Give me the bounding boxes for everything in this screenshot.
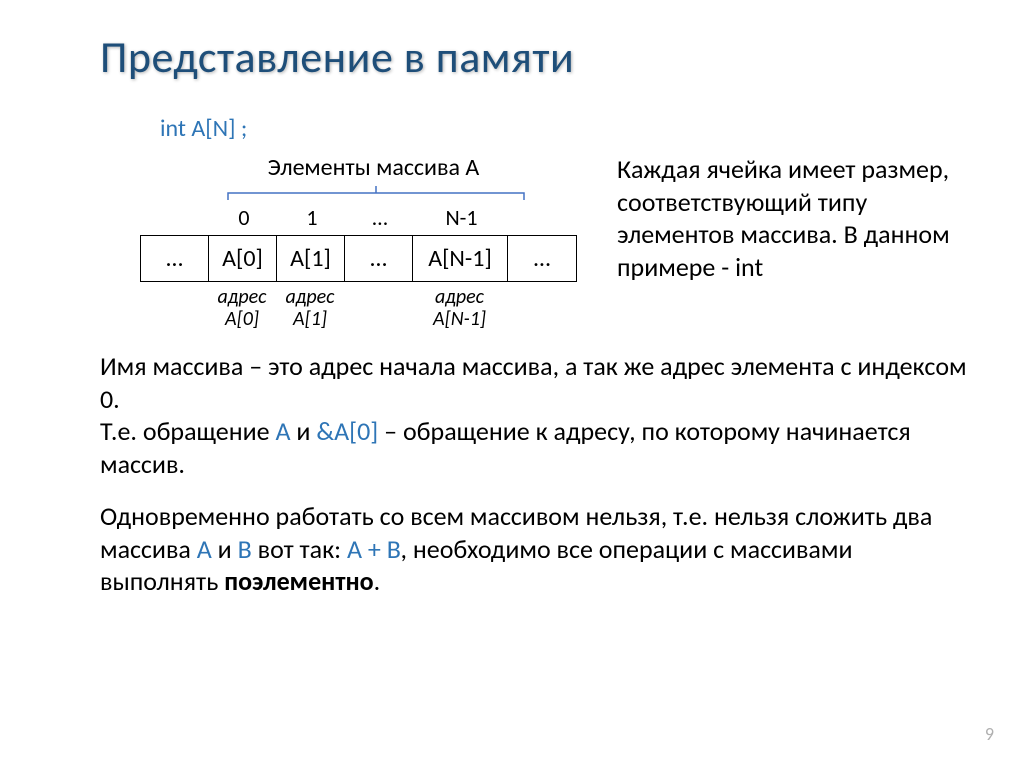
p1-prefix: Т.е. обращение [100,415,276,447]
cell-an1: A[N-1] [413,236,508,281]
paragraph-2: Одновременно работать со всем массивом н… [100,500,974,598]
cell-row: … A[0] A[1] … A[N-1] … [140,235,577,282]
p1-mid: и [291,415,317,447]
cell-pre: … [141,236,209,281]
idx-1: 1 [278,204,346,231]
p1-ref: &A[0] [316,415,378,447]
p1-line1: Имя массива – это адрес начала массива, … [100,350,967,415]
p2-bold: поэлементно [224,565,373,597]
addr-val-n1: A[N-1] [433,307,486,331]
diagram-heading: Элементы массива А [170,153,577,182]
p1-A: A [276,415,291,447]
addr-val-0: A[0] [225,307,259,331]
addr-label-n1: адрес [435,285,484,309]
p2-B: B [238,533,252,565]
idx-0: 0 [210,204,278,231]
memory-diagram: Элементы массива А 0 1 … N-1 … A[0] A[1]… [140,153,577,330]
p2-mid1: и [212,533,238,565]
addr-val-1: A[1] [293,307,327,331]
addr-an1: адрес A[N-1] [412,286,507,330]
cell-a0: A[0] [209,236,277,281]
cell-mid: … [345,236,413,281]
side-paragraph: Каждая ячейка имеет размер, соответствую… [617,153,974,330]
p2-end: . [374,565,381,597]
paragraph-1: Имя массива – это адрес начала массива, … [100,350,974,480]
addr-spacer [344,286,412,330]
idx-dots: … [346,204,414,231]
addr-a0: адрес A[0] [208,286,276,330]
addr-row: адрес A[0] адрес A[1] адрес A[N-1] [208,286,577,330]
top-section: Элементы массива А 0 1 … N-1 … A[0] A[1]… [100,153,974,330]
addr-label-0: адрес [218,285,267,309]
slide-title: Представление в памяти [100,30,974,84]
p2-A: A [197,533,212,565]
array-declaration: int A[N] ; [160,114,974,143]
page-number: 9 [985,723,994,745]
slide: Представление в памяти int A[N] ; Элемен… [0,0,1024,767]
bracket-icon [174,186,577,202]
decl-rest: A[N] ; [186,114,247,143]
addr-a1: адрес A[1] [276,286,344,330]
p2-mid2: вот так: [252,533,347,565]
cell-post: … [508,236,576,281]
cell-a1: A[1] [277,236,345,281]
idx-n1: N-1 [414,204,509,231]
addr-label-1: адрес [286,285,335,309]
index-row: 0 1 … N-1 [210,204,577,231]
decl-type: int [160,114,186,143]
p2-expr: A + B [347,533,401,565]
